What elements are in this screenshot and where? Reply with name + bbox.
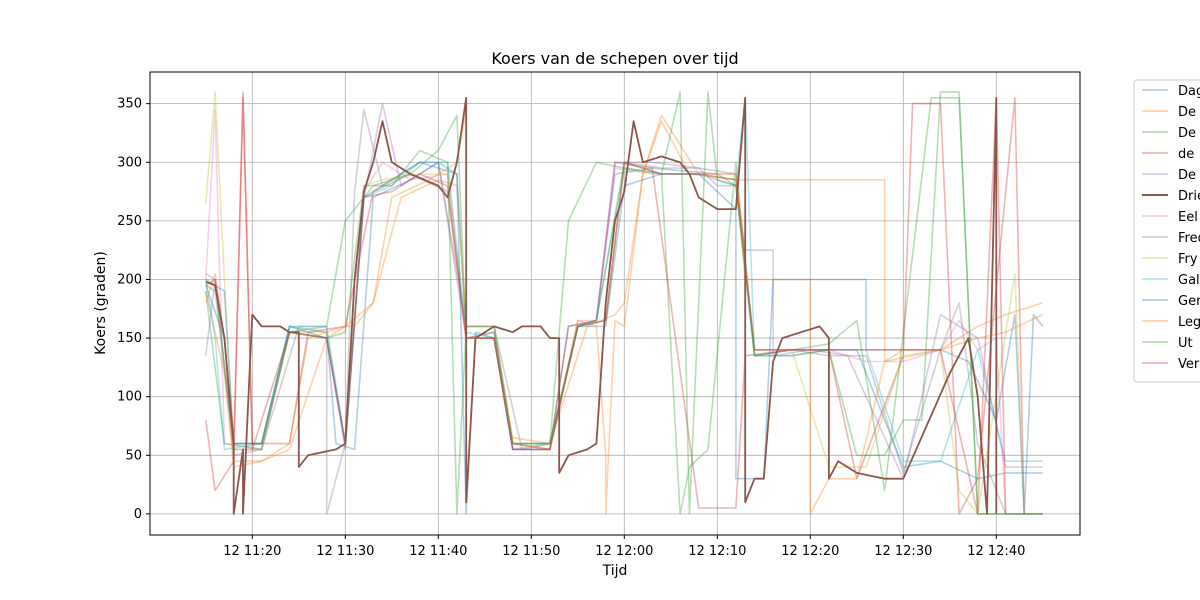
series-line-1 <box>205 120 1044 468</box>
series-line-6 <box>205 108 1043 515</box>
y-tick-label: 50 <box>125 448 142 463</box>
x-tick-label: 12 11:50 <box>502 544 560 559</box>
x-tick-label: 12 12:00 <box>595 544 653 559</box>
legend-label-11: Leg <box>1178 315 1200 330</box>
series-line-11 <box>205 108 1044 515</box>
series-line-3 <box>205 97 1025 515</box>
series-line-4 <box>205 102 1043 480</box>
legend-label-13: Ver <box>1178 357 1200 372</box>
series-line-12 <box>205 91 1043 515</box>
legend-label-6: Eel <box>1178 210 1198 225</box>
x-tick-label: 12 11:30 <box>316 544 374 559</box>
series-layer <box>205 91 1044 515</box>
y-tick-label: 300 <box>117 155 142 170</box>
legend-label-8: Fry <box>1178 252 1198 267</box>
series-line-13 <box>205 91 1007 515</box>
x-axis: 12 11:20 12 11:30 12 11:40 12 11:50 12 12:00… <box>223 535 1025 559</box>
y-axis-label: Koers (graden) <box>93 251 109 355</box>
legend-label-12: Ut <box>1178 336 1193 351</box>
x-axis-label: Tijd <box>602 563 628 579</box>
x-tick-label: 12 11:20 <box>223 544 281 559</box>
y-tick-label: 250 <box>117 214 142 229</box>
legend-label-9: Gal <box>1178 273 1200 288</box>
legend-label-1: De <box>1178 105 1196 120</box>
legend: Dag De De de De Drie Eel Fred Fry Gal Ger Leg Ut Ver <box>1133 79 1200 383</box>
legend-label-10: Ger <box>1178 294 1200 309</box>
y-tick-label: 0 <box>134 507 142 522</box>
legend-frame <box>1133 79 1200 383</box>
legend-label-4: De <box>1178 168 1196 183</box>
series-line-8 <box>205 91 1043 515</box>
x-tick-label: 12 11:40 <box>409 544 467 559</box>
y-tick-label: 100 <box>117 390 142 405</box>
series-line-0 <box>205 161 1043 480</box>
plot-frame <box>149 71 1081 536</box>
series-line-9 <box>205 97 1043 462</box>
x-tick-label: 12 12:30 <box>874 544 932 559</box>
legend-label-2: De <box>1178 126 1196 141</box>
legend-label-5: Drie <box>1178 189 1200 204</box>
y-axis: 0 50 100 150 200 250 300 350 <box>117 97 150 522</box>
legend-label-0: Dag <box>1178 84 1200 99</box>
x-tick-label: 12 12:20 <box>781 544 839 559</box>
x-tick-label: 12 12:40 <box>967 544 1025 559</box>
chart-title: Koers van de schepen over tijd <box>491 49 738 68</box>
legend-label-7: Fred <box>1178 231 1200 246</box>
y-tick-label: 200 <box>117 272 142 287</box>
series-line-5 <box>205 96 998 515</box>
series-line-10 <box>205 161 1044 515</box>
legend-label-3: de <box>1178 147 1194 162</box>
series-line-7 <box>205 108 1043 515</box>
y-tick-label: 150 <box>117 331 142 346</box>
y-tick-label: 350 <box>117 97 142 112</box>
x-tick-label: 12 12:10 <box>688 544 746 559</box>
series-line-2 <box>205 97 1043 515</box>
